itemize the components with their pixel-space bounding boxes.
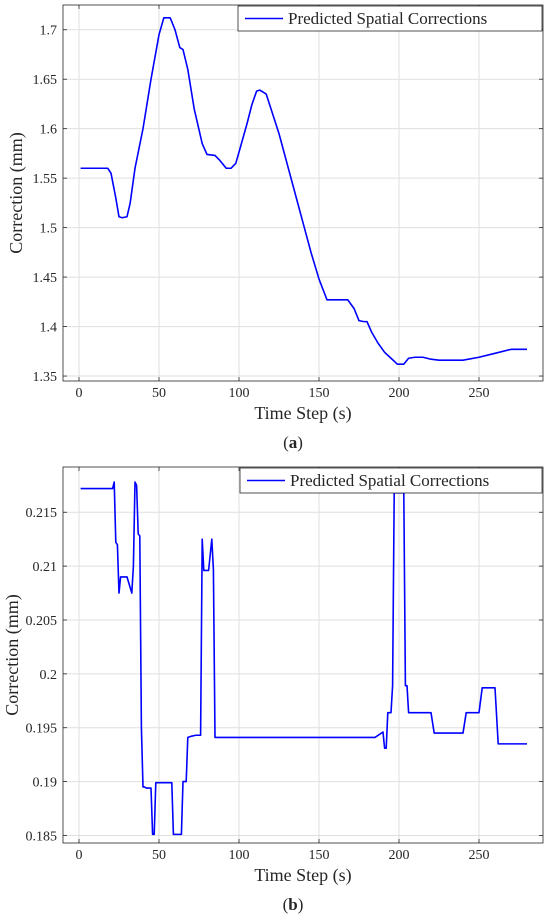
- panel-label-close-paren: ): [298, 895, 304, 914]
- y-tick-label: 0.195: [26, 722, 58, 737]
- legend: Predicted Spatial Corrections: [239, 467, 543, 494]
- tick-marks: [63, 467, 543, 843]
- x-tick-label: 0: [76, 386, 83, 401]
- legend-box: [239, 467, 543, 494]
- panel-label: (a): [283, 433, 303, 452]
- legend-box: [237, 5, 543, 32]
- y-tick-label: 1.4: [40, 321, 58, 336]
- legend: Predicted Spatial Corrections: [237, 5, 543, 32]
- y-tick-label: 1.45: [33, 271, 58, 286]
- axes-box: [62, 4, 544, 382]
- plot-area: [63, 5, 543, 381]
- y-axis-label: Correction (mm): [2, 594, 23, 715]
- x-axis-label: Time Step (s): [254, 403, 351, 424]
- panel-label-letter: a: [289, 433, 298, 452]
- panel-label-letter: b: [288, 895, 297, 914]
- legend-label: Predicted Spatial Corrections: [290, 471, 489, 490]
- y-axis-label: Correction (mm): [6, 132, 27, 253]
- chart-a-svg: 0 50 100 150 200 250 1.35 1.4 1.45 1.5 1.55 1.6 1.65…: [6, 4, 544, 452]
- x-tick-label: 200: [389, 848, 410, 863]
- legend-label: Predicted Spatial Corrections: [288, 9, 487, 28]
- y-tick-label: 1.65: [33, 73, 58, 88]
- y-tick-label: 0.215: [26, 506, 58, 521]
- y-tick-label: 0.21: [33, 560, 58, 575]
- panel-label-close-paren: ): [297, 433, 303, 452]
- y-tick-label: 0.19: [33, 776, 58, 791]
- x-tick-label: 250: [469, 386, 490, 401]
- y-tick-label: 1.7: [40, 24, 58, 39]
- panel-label-open-paren: (: [283, 433, 289, 452]
- x-tick-label: 50: [152, 848, 166, 863]
- x-tick-label: 150: [309, 848, 330, 863]
- y-tick-label: 1.35: [33, 370, 58, 385]
- x-tick-label: 100: [229, 386, 250, 401]
- x-tick-label: 200: [389, 386, 410, 401]
- y-tick-label: 1.5: [40, 222, 58, 237]
- x-tick-label: 250: [469, 848, 490, 863]
- y-tick-label: 1.6: [40, 123, 58, 138]
- chart-panel-b: 0 50 100 150 200 250 0.185 0.19 0.195 0.2 0.205 0.2…: [0, 460, 550, 921]
- y-tick-label: 0.185: [26, 829, 58, 844]
- y-tick-label: 0.205: [26, 614, 58, 629]
- x-tick-label: 0: [76, 848, 83, 863]
- panel-label-open-paren: (: [283, 895, 289, 914]
- series-line-predicted-spatial-corrections: [80, 17, 527, 365]
- chart-b-svg: 0 50 100 150 200 250 0.185 0.19 0.195 0.2 0.205 0.2…: [2, 466, 544, 914]
- x-tick-label: 100: [229, 848, 250, 863]
- y-tick-label: 0.2: [40, 668, 58, 683]
- x-axis-label: Time Step (s): [254, 865, 351, 886]
- panel-label: (b): [283, 895, 304, 914]
- x-tick-label: 50: [152, 386, 166, 401]
- x-tick-label: 150: [309, 386, 330, 401]
- series-line-predicted-spatial-corrections: [80, 481, 527, 836]
- y-tick-label: 1.55: [33, 172, 58, 187]
- chart-panel-a: 0 50 100 150 200 250 1.35 1.4 1.45 1.5 1.55 1.6 1.65…: [0, 0, 550, 460]
- axes-box: [62, 466, 544, 844]
